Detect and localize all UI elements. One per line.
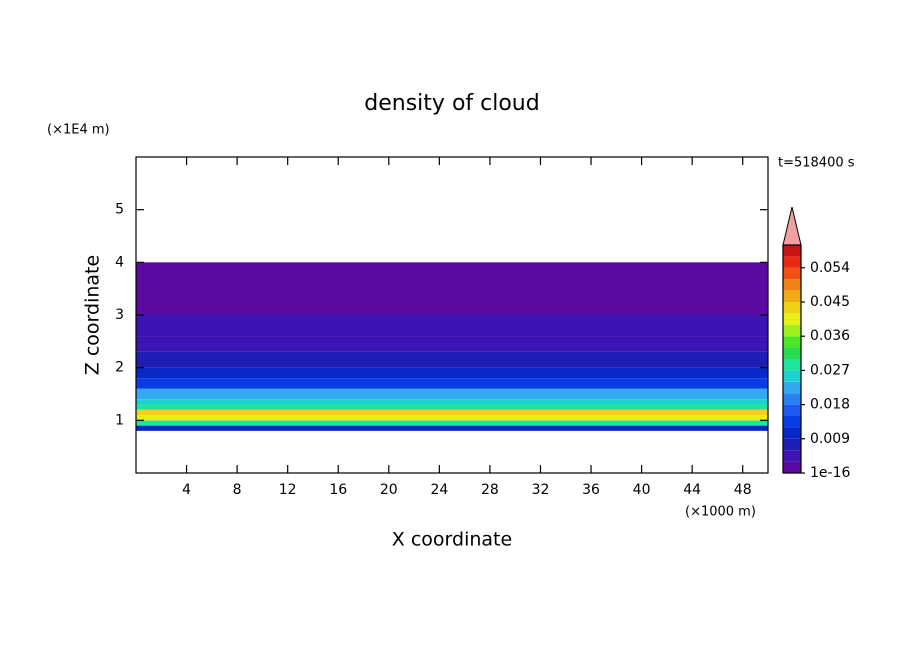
chart-title: density of cloud: [364, 91, 539, 116]
y-tick-label: 4: [115, 254, 124, 270]
colorbar-swatch: [783, 336, 801, 348]
contour-band: [136, 420, 768, 426]
contour-band: [136, 425, 768, 431]
colorbar-tick-label: 0.018: [810, 397, 850, 413]
x-tick-label: 16: [329, 482, 347, 498]
contour-band: [136, 404, 768, 410]
x-tick-label: 48: [734, 482, 752, 498]
colorbar-tick-label: 0.045: [810, 294, 850, 310]
colorbar-tick-label: 0.027: [810, 362, 850, 378]
colorbar-swatch: [783, 450, 801, 462]
colorbar-swatch: [783, 245, 801, 257]
x-tick-label: 32: [532, 482, 550, 498]
x-axis-label: X coordinate: [392, 529, 512, 551]
colorbar-swatch: [783, 256, 801, 268]
colorbar-tick-label: 0.009: [810, 431, 850, 447]
y-tick-label: 3: [115, 307, 124, 323]
x-tick-label: 4: [182, 482, 191, 498]
colorbar-swatch: [783, 290, 801, 302]
colorbar-swatch: [783, 461, 801, 473]
x-tick-label: 20: [380, 482, 398, 498]
contour-band: [136, 378, 768, 389]
contour-band: [136, 315, 768, 337]
colorbar-swatch: [783, 404, 801, 416]
time-annotation: t=518400 s: [778, 156, 855, 171]
x-tick-label: 24: [430, 482, 448, 498]
colorbar-swatch: [783, 359, 801, 371]
contour-band: [136, 388, 768, 400]
colorbar-tick-label: 0.054: [810, 260, 850, 276]
y-tick-label: 2: [115, 360, 124, 376]
colorbar-tick-label: 0.036: [810, 328, 850, 344]
y-tick-label: 5: [115, 202, 124, 218]
colorbar-swatch: [783, 370, 801, 382]
colorbar-frame: [782, 244, 802, 474]
contour-band: [136, 415, 768, 421]
x-tick-label: 36: [582, 482, 600, 498]
x-tick-label: 40: [633, 482, 651, 498]
x-tick-label: 12: [279, 482, 297, 498]
colorbar-swatch: [783, 427, 801, 439]
colorbar-swatch: [783, 381, 801, 394]
y-unit: (×1E4 m): [47, 123, 110, 138]
contour-band: [136, 351, 768, 368]
colorbar-swatch: [783, 393, 801, 405]
contour-band: [136, 262, 768, 315]
contour-band: [136, 399, 768, 405]
colorbar-swatch: [783, 267, 801, 280]
x-unit: (×1000 m): [685, 505, 756, 520]
colorbar-swatch: [783, 324, 801, 337]
y-tick-label: 1: [115, 412, 124, 428]
x-tick-label: 8: [233, 482, 242, 498]
colorbar-swatch: [783, 302, 801, 314]
colorbar-swatch: [783, 438, 801, 451]
colorbar-swatch: [783, 313, 801, 325]
contour-band: [136, 409, 768, 416]
colorbar-tick-label: 1e-16: [810, 465, 850, 481]
colorbar-extension: [782, 206, 802, 246]
y-axis-label: Z coordinate: [82, 255, 104, 375]
colorbar-swatch: [783, 347, 801, 359]
colorbar-swatch: [783, 279, 801, 291]
x-tick-label: 44: [683, 482, 701, 498]
x-tick-label: 28: [481, 482, 499, 498]
contour-band: [136, 367, 768, 379]
colorbar-swatch: [783, 416, 801, 428]
contour-band: [136, 336, 768, 352]
